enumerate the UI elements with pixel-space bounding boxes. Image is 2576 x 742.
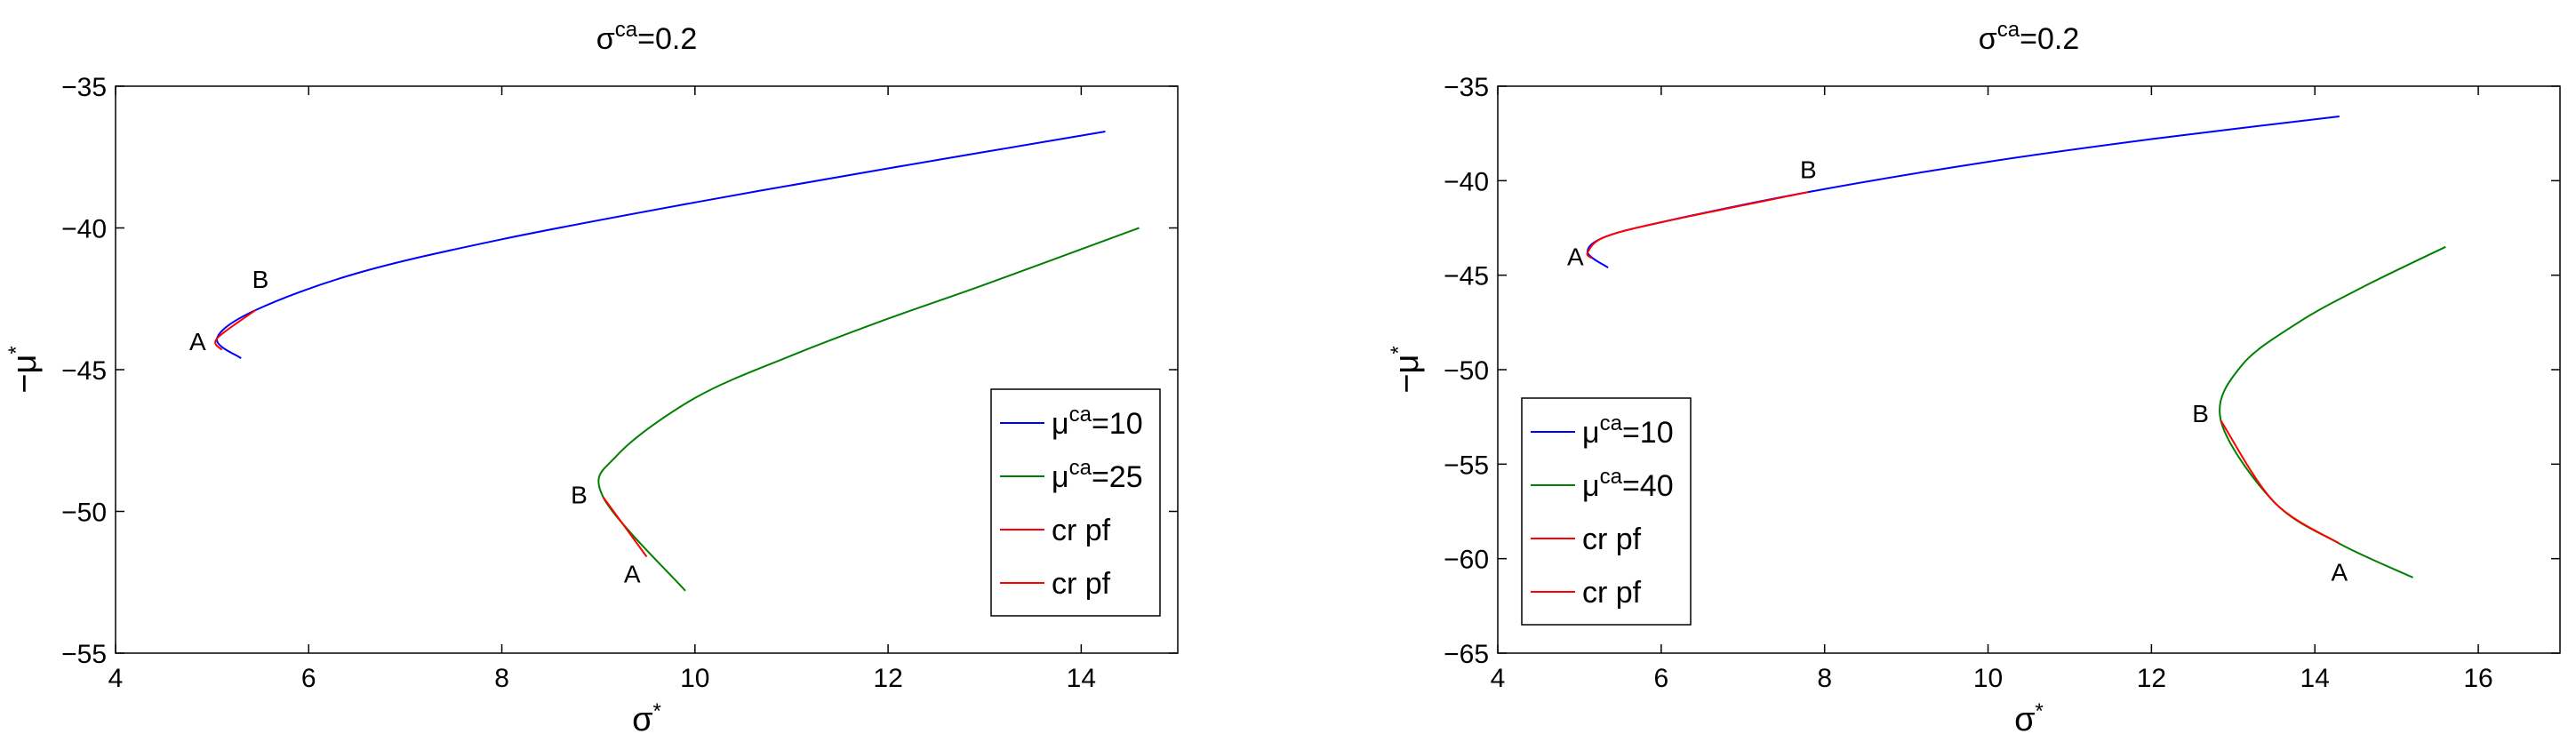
legend-entry-sup: ca [1069, 456, 1092, 480]
y-axis-label-sup: * [4, 346, 28, 354]
legend-entry: cr pf [1582, 576, 1642, 610]
chart-panel-right: 4 6 8 10 12 14 16−65−60−55−50−45−40−35σca=0.2σ… [1387, 18, 2561, 738]
legend-box [1521, 397, 1692, 626]
x-tick-label: 4 [108, 664, 124, 693]
x-tick-label: 10 [1973, 664, 2003, 693]
legend-box [990, 388, 1161, 617]
y-axis-label-base: −μ [6, 355, 44, 394]
legend-entry-base: cr pf [1582, 523, 1642, 556]
series-line-3 [602, 496, 648, 558]
chart-title-sup: ca [1997, 18, 2020, 42]
chart-title: σca=0.2 [596, 18, 697, 56]
legend-entry-base: μ [1052, 460, 1069, 494]
chart-title-sup: ca [615, 18, 638, 42]
point-label: A [189, 328, 206, 355]
chart-title-base: σ [1979, 22, 1997, 56]
point-label: A [2331, 559, 2348, 586]
series-line-2 [214, 309, 257, 351]
point-label: B [571, 481, 588, 508]
point-label: B [1800, 156, 1817, 184]
y-axis-label-sup: * [1387, 346, 1411, 354]
y-tick-label: −40 [61, 215, 107, 244]
series-line-3 [2220, 419, 2340, 545]
x-axis-label: σ* [632, 699, 661, 738]
legend-entry-rest: =25 [1092, 460, 1143, 494]
x-axis-label-base: σ [2014, 701, 2035, 738]
series-line-2 [1586, 191, 1809, 259]
y-tick-label: −45 [61, 356, 107, 386]
y-tick-label: −60 [1444, 546, 1489, 575]
x-tick-label: 8 [1817, 664, 1832, 693]
legend-entry-base: cr pf [1582, 576, 1642, 610]
legend-entry: cr pf [1052, 567, 1111, 601]
chart-title: σca=0.2 [1979, 18, 2079, 56]
x-tick-label: 6 [1654, 664, 1669, 693]
point-label: A [624, 561, 641, 588]
y-tick-label: −45 [1444, 262, 1489, 291]
y-axis-label-base: −μ [1388, 355, 1426, 394]
y-tick-label: −55 [61, 640, 107, 669]
chart-title-rest: =0.2 [637, 22, 697, 56]
legend-entry-sup: ca [1600, 411, 1623, 435]
y-tick-label: −50 [1444, 356, 1489, 386]
x-axis-label-base: σ [632, 701, 652, 738]
x-tick-label: 14 [1067, 664, 1096, 693]
legend-entry: cr pf [1582, 523, 1642, 556]
point-label: B [2192, 400, 2209, 427]
x-tick-label: 12 [873, 664, 902, 693]
x-axis-label-sup: * [653, 699, 661, 723]
series-line-0 [216, 131, 1106, 360]
legend-entry: μca=10 [1582, 411, 1674, 450]
series-line-1 [2219, 245, 2446, 578]
y-tick-label: −35 [1444, 73, 1489, 102]
x-axis-label: σ* [2014, 699, 2044, 738]
legend-entry-rest: =40 [1622, 469, 1674, 503]
x-tick-label: 6 [301, 664, 316, 693]
legend-entry: μca=25 [1052, 456, 1143, 494]
legend-entry-base: μ [1582, 469, 1600, 503]
legend-entry: μca=10 [1052, 403, 1143, 441]
x-tick-label: 12 [2137, 664, 2166, 693]
legend-entry-sup: ca [1600, 465, 1623, 489]
point-label: B [252, 266, 269, 293]
legend-entry-base: cr pf [1052, 514, 1111, 547]
y-tick-label: −55 [1444, 451, 1489, 480]
series-line-1 [597, 227, 1140, 592]
x-tick-label: 4 [1491, 664, 1506, 693]
point-label: A [1567, 243, 1584, 270]
y-tick-label: −65 [1444, 640, 1489, 669]
legend-entry-sup: ca [1069, 403, 1092, 427]
x-tick-label: 10 [680, 664, 709, 693]
legend-entry-rest: =10 [1622, 416, 1674, 450]
x-tick-label: 14 [2300, 664, 2330, 693]
y-tick-label: −50 [61, 499, 107, 528]
chart-title-rest: =0.2 [2020, 22, 2079, 56]
x-tick-label: 8 [494, 664, 509, 693]
y-tick-label: −40 [1444, 167, 1489, 196]
y-axis-label: −μ* [4, 346, 44, 393]
legend-entry-base: μ [1052, 407, 1069, 441]
legend-entry: μca=40 [1582, 465, 1674, 503]
legend-entry-base: cr pf [1052, 567, 1111, 601]
x-tick-label: 16 [2463, 664, 2492, 693]
legend-entry: cr pf [1052, 514, 1111, 547]
series-line-0 [1587, 116, 2340, 269]
x-axis-label-sup: * [2036, 699, 2044, 723]
legend-entry-rest: =10 [1092, 407, 1143, 441]
chart-title-base: σ [596, 22, 615, 56]
y-tick-label: −35 [61, 73, 107, 102]
legend-entry-base: μ [1582, 416, 1600, 450]
y-axis-label: −μ* [1387, 346, 1426, 393]
